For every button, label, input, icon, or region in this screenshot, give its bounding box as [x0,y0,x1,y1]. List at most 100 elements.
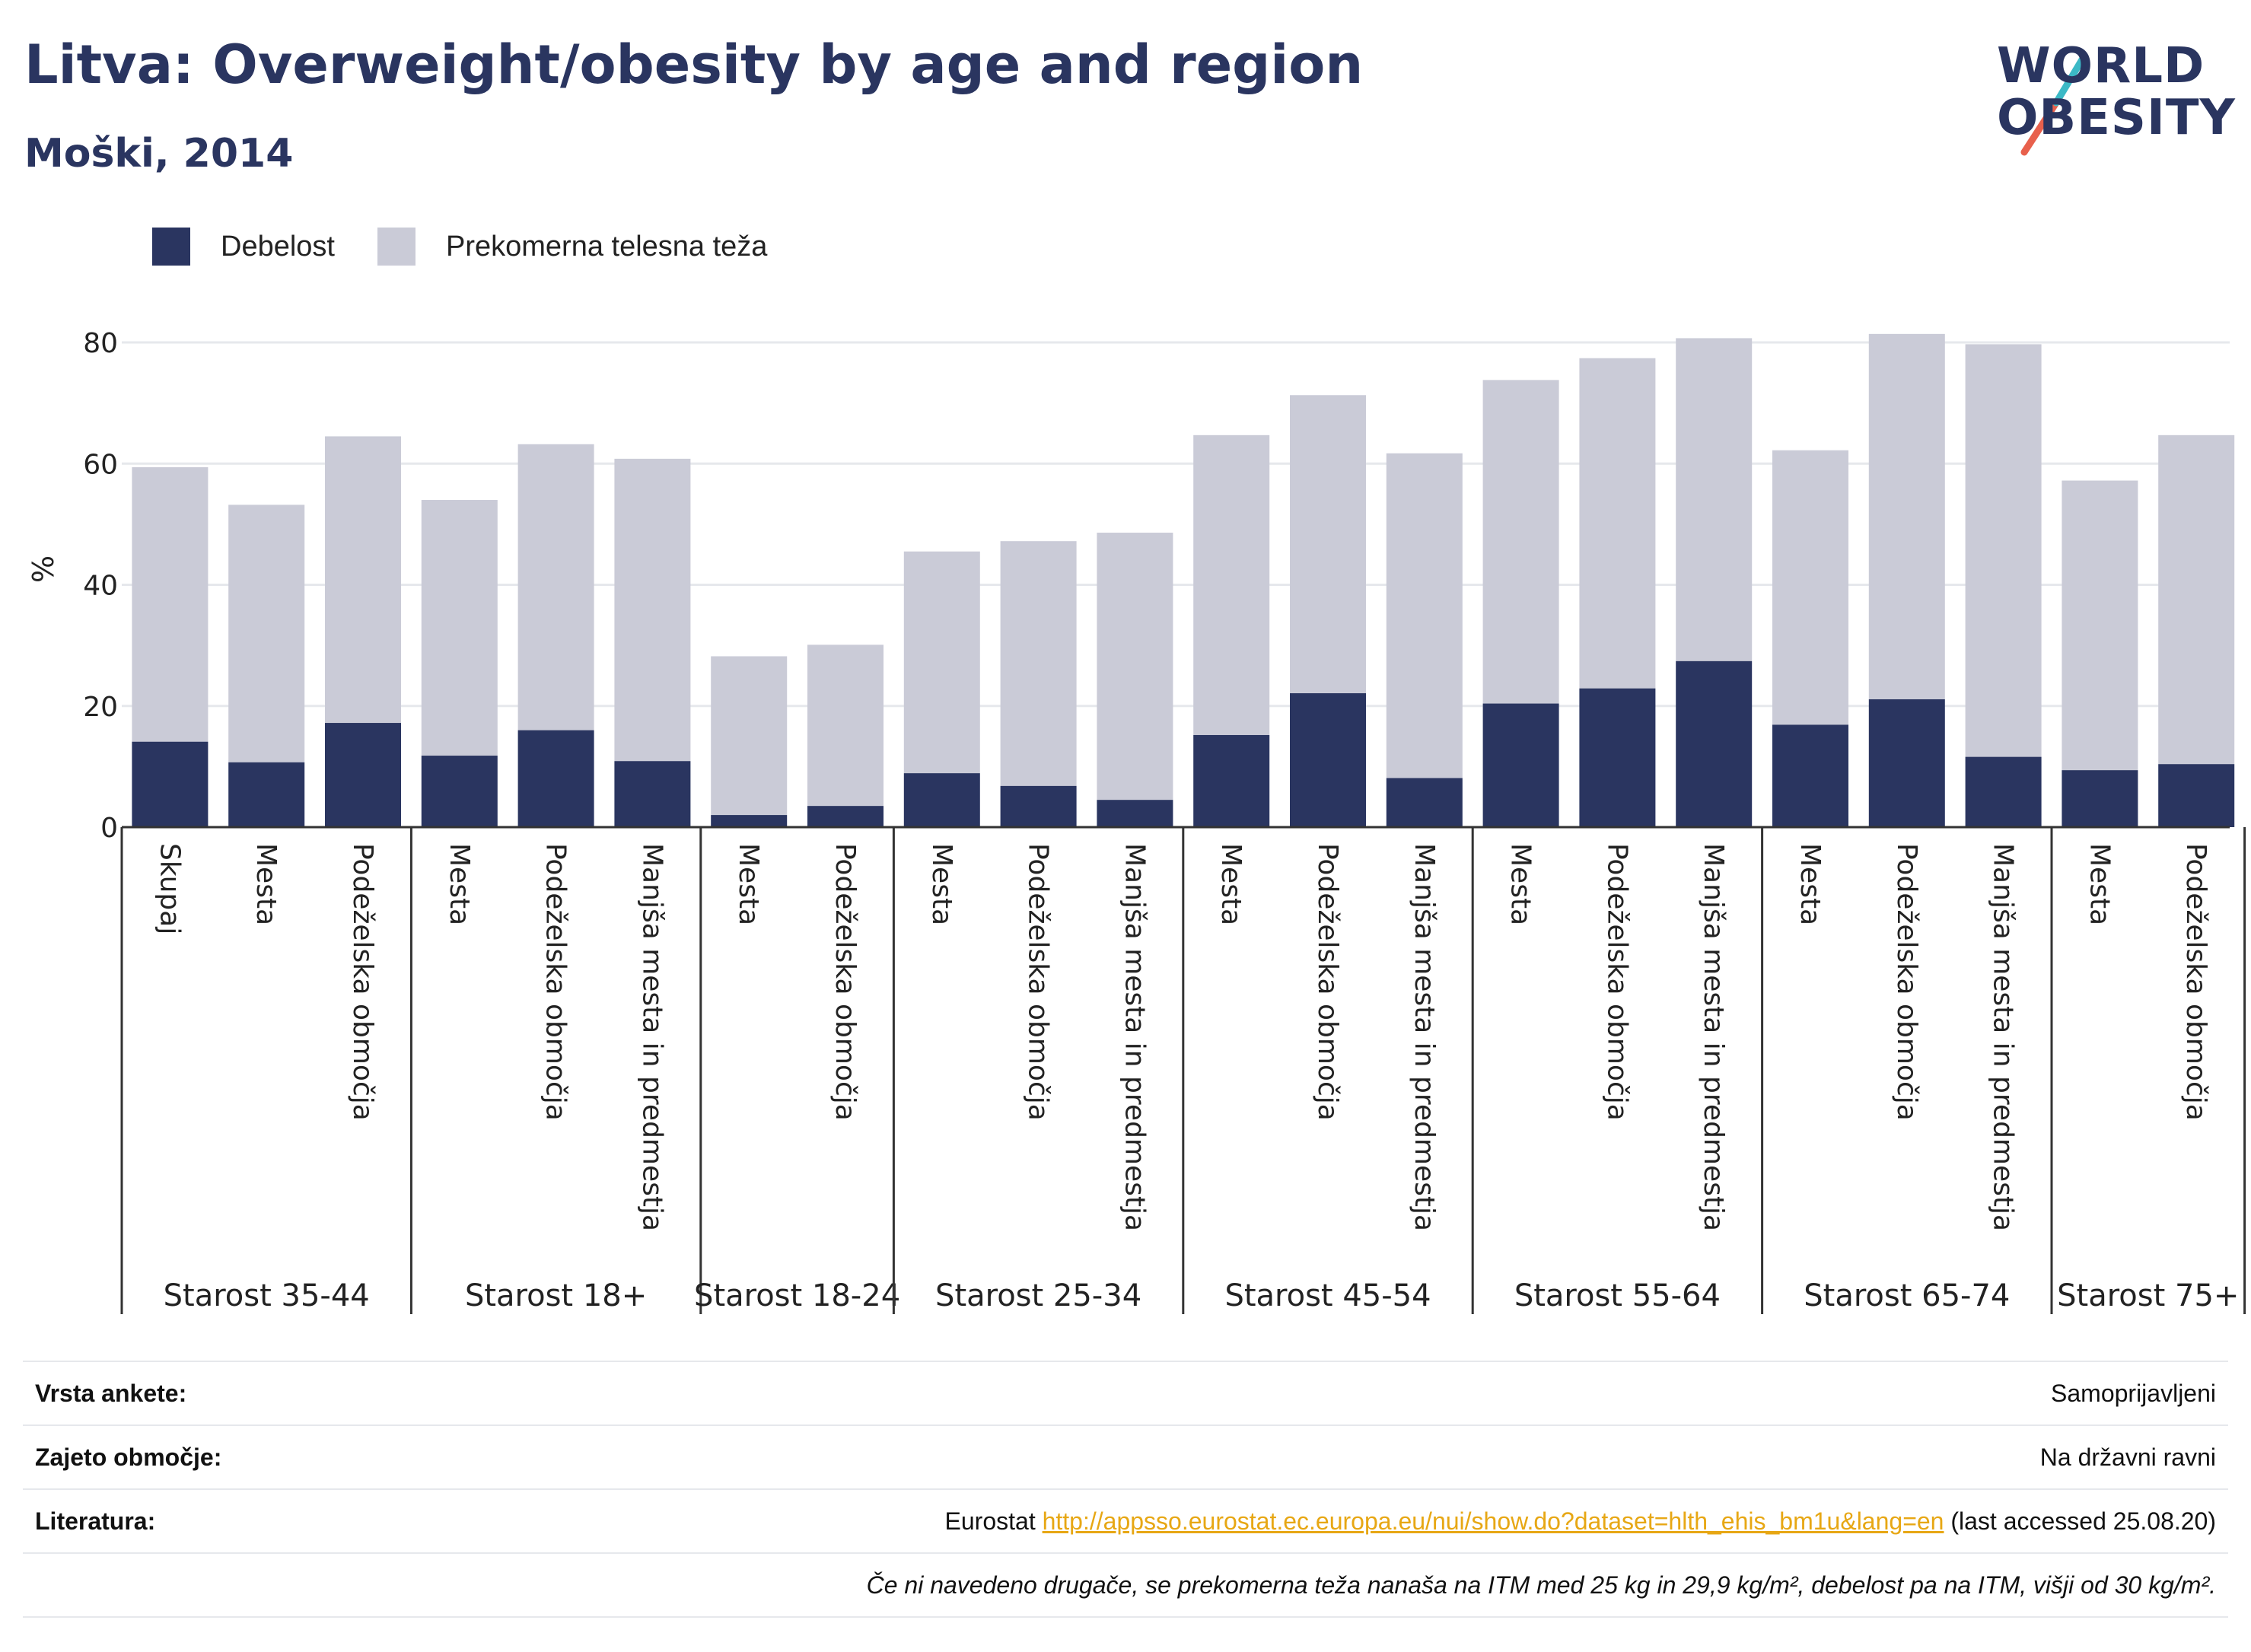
bar-obesity [1097,800,1173,827]
legend-item-obesity[interactable]: Debelost [152,228,335,266]
source-link[interactable]: http://appsso.eurostat.ec.europa.eu/nui/… [1042,1507,1944,1535]
meta-key-survey: Vrsta ankete: [35,1379,187,1407]
bar-obesity [1482,703,1559,827]
legend-label-obesity: Debelost [221,230,335,263]
x-category-label: Mesta [444,843,475,925]
bar-overweight [1965,344,2042,757]
meta-row-survey: Vrsta ankete: Samoprijavljeni [23,1361,2228,1424]
bar-obesity [1290,693,1366,827]
bar-overweight [1290,395,1366,694]
x-category-label: Podeželska območja [1891,843,1922,1121]
bar-obesity [711,815,788,827]
bar-obesity [421,756,498,827]
logo-line-1: WORLD [1997,38,2205,94]
x-group-label: Starost 45-54 [1224,1278,1431,1313]
meta-row-coverage: Zajeto območje: Na državni ravni [23,1424,2228,1488]
bar-obesity [1193,734,1270,827]
x-category-label: Podeželska območja [2180,843,2211,1121]
bar-obesity [903,773,980,827]
legend-item-overweight[interactable]: Prekomerna telesna teža [377,228,767,266]
x-category-label: Podeželska območja [1312,843,1343,1121]
bar-obesity [325,723,401,827]
legend-label-overweight: Prekomerna telesna teža [445,230,768,263]
x-category-label: Mesta [2084,843,2115,925]
legend-swatch-overweight [377,228,415,266]
meta-row-source: Literatura: Eurostat http://appsso.euros… [23,1488,2228,1552]
bar-obesity [2158,764,2235,827]
x-group-label: Starost 75+ [2057,1278,2239,1313]
x-category-label: Mesta [250,843,282,925]
bar-obesity [1772,724,1848,827]
x-group-label: Starost 55-64 [1514,1278,1721,1313]
bar-overweight [2158,434,2235,765]
bar-overweight [903,551,980,774]
world-obesity-logo: WORLD OBESITY [1986,34,2237,164]
x-group-label: Starost 18+ [465,1278,647,1313]
x-category-label: Manjša mesta in predmestja [1698,843,1729,1231]
x-category-label: Podeželska območja [1601,843,1632,1121]
bar-obesity [1000,785,1077,827]
x-category-label: Mesta [926,843,957,925]
bar-overweight [228,505,305,762]
x-category-label: Podeželska območja [1023,843,1054,1121]
bar-overweight [1579,358,1656,689]
source-prefix: Eurostat [944,1507,1043,1535]
x-group-label: Starost 25-34 [935,1278,1141,1313]
x-group-label: Starost 35-44 [164,1278,370,1313]
metadata-table: Vrsta ankete: Samoprijavljeni Zajeto obm… [23,1361,2228,1618]
y-tick-label: 0 [100,813,118,844]
bar-overweight [711,656,788,816]
bar-obesity [1386,778,1463,827]
logo-line-2: OBESITY [1997,90,2236,146]
chart-subtitle: Moški, 2014 [24,131,294,177]
bar-overweight [2062,480,2138,771]
bar-obesity [517,730,594,827]
bar-overweight [1000,541,1077,786]
bar-overweight [1193,434,1270,735]
x-category-label: Podeželska območja [347,843,378,1121]
y-tick-label: 80 [83,328,118,359]
bar-overweight [325,436,401,724]
bar-obesity [2062,770,2138,827]
chart-legend: Debelost Prekomerna telesna teža [152,225,810,268]
meta-row-note: Če ni navedeno drugače, se prekomerna te… [23,1552,2228,1618]
x-category-label: Mesta [1215,843,1246,925]
bar-overweight [1386,453,1463,778]
x-category-label: Mesta [1794,843,1826,925]
bar-obesity [1965,756,2042,827]
x-category-label: Skupaj [154,843,185,934]
bar-overweight [517,444,594,731]
bar-obesity [1676,660,1753,827]
y-tick-label: 20 [83,692,118,723]
bar-overweight [1482,380,1559,704]
x-category-label: Podeželska območja [829,843,861,1121]
x-category-label: Mesta [733,843,764,925]
bar-overweight [614,458,691,762]
y-tick-label: 40 [83,571,118,602]
bar-obesity [614,761,691,827]
bar-overweight [1868,333,1945,699]
y-tick-label: 60 [83,449,118,480]
bar-overweight [1676,338,1753,661]
x-category-label: Mesta [1505,843,1536,925]
stacked-bar-chart: 0 20 40 60 80% Skupaj Mesta Podeželska območja M… [27,328,2246,1314]
meta-key-coverage: Zajeto območje: [35,1443,222,1471]
meta-value-survey: Samoprijavljeni [2051,1379,2216,1407]
bar-overweight [1772,450,1848,725]
x-group-label: Starost 65-74 [1804,1278,2010,1313]
x-category-label: Manjša mesta in predmestja [1409,843,1440,1231]
x-category-label: Manjša mesta in predmestja [1119,843,1150,1231]
bar-overweight [421,500,498,756]
bar-obesity [228,762,305,827]
bar-overweight [132,467,209,742]
logo-slash-icon [2020,53,2087,156]
meta-value-coverage: Na državni ravni [2039,1443,2216,1471]
source-suffix: (last accessed 25.08.20) [1944,1507,2216,1535]
meta-key-source: Literatura: [35,1507,156,1535]
x-category-label: Manjša mesta in predmestja [636,843,667,1231]
y-axis-label: % [27,555,60,583]
meta-value-source: Eurostat http://appsso.eurostat.ec.europ… [945,1507,2216,1536]
bar-overweight [1097,533,1173,801]
definition-note: Če ni navedeno drugače, se prekomerna te… [866,1571,2216,1599]
bar-obesity [807,806,884,827]
